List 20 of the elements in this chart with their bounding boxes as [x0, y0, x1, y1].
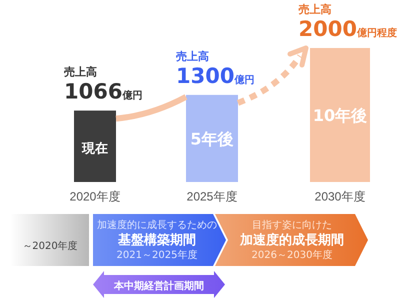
annotation: 5年後 [190, 129, 234, 148]
text: 本中期経営計画期間 [113, 280, 204, 292]
annotation: 売上高 [64, 66, 97, 79]
x-tick-label: 2020年度 [70, 190, 120, 204]
data-label: 1300億円 [176, 64, 254, 88]
text: 2021～2025年度 [116, 249, 198, 261]
text: 売上高 [298, 3, 332, 16]
data-label: 1066億円 [64, 80, 142, 104]
text: 目指す姿に向けた [252, 219, 332, 231]
text: 加速度的に成長するための [97, 219, 217, 231]
text: 加速度的成長期間 [239, 232, 344, 248]
x-tick-label: 2030年度 [314, 190, 366, 204]
text: 基盤構築期間 [117, 233, 196, 248]
annotation: 売上高 [176, 50, 209, 63]
data-label: 2000億円程度 [298, 17, 397, 41]
x-tick-label: 2025年度 [186, 190, 238, 204]
annotation: 現在 [81, 141, 108, 156]
annotation: 10年後 [312, 106, 368, 125]
text: ～2020年度 [22, 240, 78, 252]
text: 2026～2030年度 [252, 249, 332, 261]
